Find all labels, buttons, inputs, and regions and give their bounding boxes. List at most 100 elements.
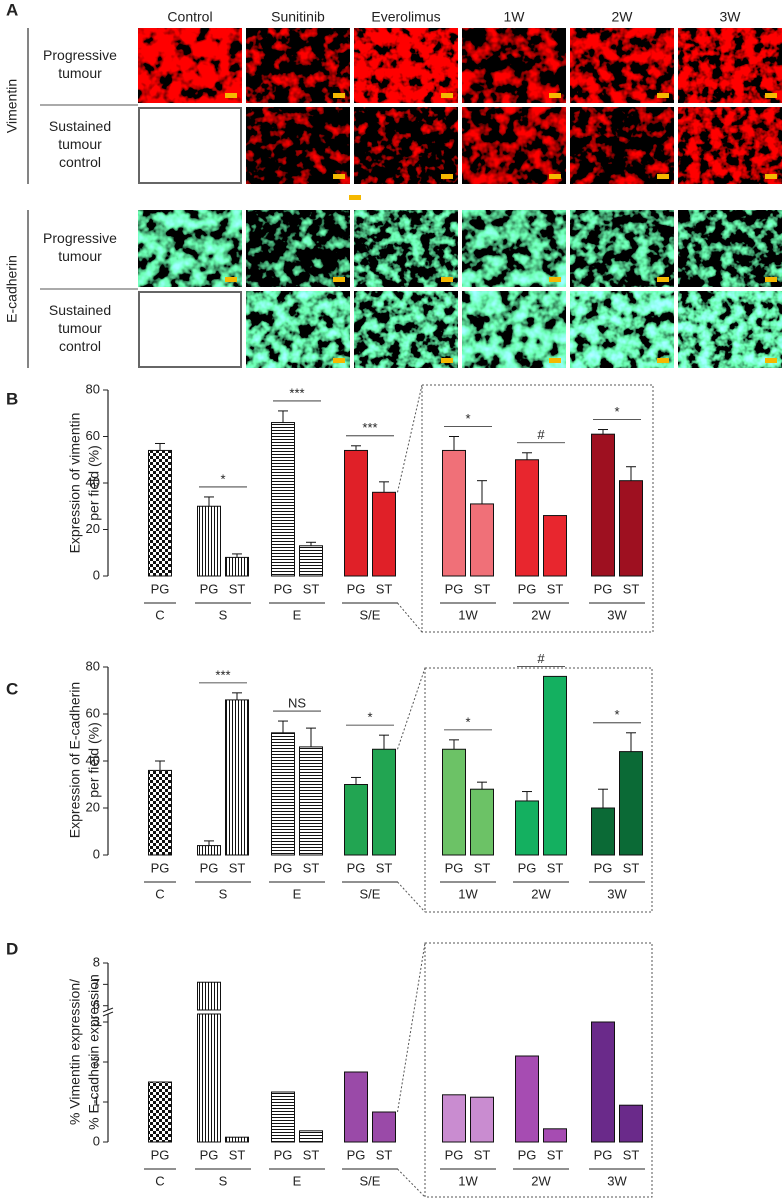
- y-tick-label: 1: [93, 1093, 100, 1108]
- scale-bar: [333, 358, 345, 363]
- micrograph-texture: [138, 210, 242, 287]
- bar-label: ST: [474, 581, 491, 596]
- panel-letter: D: [6, 939, 18, 958]
- micrograph-texture: [246, 291, 350, 368]
- bar-upper: [197, 981, 221, 1011]
- micrograph-texture: [246, 210, 350, 287]
- bar-label: PG: [200, 860, 219, 875]
- bar-label: PG: [151, 581, 170, 596]
- bar: [225, 699, 249, 856]
- scale-bar: [333, 277, 345, 282]
- micrograph-texture: [570, 107, 674, 184]
- bar: [470, 788, 494, 856]
- scale-bar: [441, 174, 453, 179]
- row-label: tumour: [58, 136, 102, 152]
- scale-bar: [441, 93, 453, 98]
- group-label: 3W: [607, 886, 627, 901]
- scale-bar: [441, 358, 453, 363]
- micrograph-texture: [246, 28, 350, 103]
- bar-label: PG: [151, 860, 170, 875]
- y-axis-label: per field (%): [86, 445, 102, 520]
- bar: [442, 1094, 466, 1143]
- significance-label: ***: [362, 420, 377, 435]
- scale-bar: [333, 174, 345, 179]
- scale-bar: [765, 174, 777, 179]
- bar: [197, 505, 221, 577]
- bar-label: ST: [376, 1147, 393, 1162]
- y-axis-label: Expression of E-cadherin: [67, 682, 83, 838]
- group-label: E: [293, 1173, 302, 1188]
- bar-label: ST: [547, 860, 564, 875]
- y-tick-label: 60: [86, 705, 100, 720]
- bar-label: PG: [347, 581, 366, 596]
- group-label: S/E: [360, 607, 381, 622]
- group-label: 3W: [607, 1173, 627, 1188]
- y-axis-label: % E-cadherin expression: [86, 974, 102, 1130]
- micrograph-texture: [354, 107, 458, 184]
- inset-box: [424, 942, 653, 1198]
- bar: [619, 480, 643, 577]
- y-axis-label: % Vimentin expression/: [67, 979, 83, 1125]
- bar-label: PG: [274, 581, 293, 596]
- bar: [225, 1136, 249, 1143]
- bar: [543, 675, 567, 856]
- column-header: 1W: [504, 9, 526, 25]
- bar: [299, 746, 323, 856]
- bar: [543, 1128, 567, 1143]
- y-tick-label: 0: [93, 846, 100, 861]
- inset-box: [424, 667, 653, 913]
- y-tick-label: 7: [93, 976, 100, 991]
- significance-label: *: [465, 411, 470, 426]
- scale-bar: [765, 277, 777, 282]
- bar: [591, 807, 615, 856]
- significance-label: *: [367, 710, 372, 725]
- significance-label: *: [614, 707, 619, 722]
- bar-label: PG: [445, 581, 464, 596]
- micrograph-texture: [462, 210, 566, 287]
- micrograph-texture: [354, 210, 458, 287]
- inset-connector: [397, 942, 426, 1113]
- axis-break: [102, 1007, 114, 1013]
- y-tick-label: 8: [93, 954, 100, 969]
- group-label: S: [219, 1173, 228, 1188]
- y-tick-label: 80: [86, 658, 100, 673]
- inset-connector: [397, 1168, 426, 1198]
- bar-label: PG: [594, 581, 613, 596]
- bar-label: PG: [518, 581, 537, 596]
- bar: [344, 1071, 368, 1143]
- column-header: 3W: [720, 9, 742, 25]
- y-tick-label: 2: [93, 1053, 100, 1068]
- bar: [442, 449, 466, 577]
- panel-letter: B: [6, 389, 18, 408]
- bar-label: PG: [274, 860, 293, 875]
- micrograph-texture: [570, 210, 674, 287]
- row-label: Sustained: [49, 118, 111, 134]
- inset-connector: [397, 667, 426, 750]
- row-label: tumour: [58, 320, 102, 336]
- inset-connector: [397, 881, 426, 913]
- panel-letter: C: [6, 679, 18, 698]
- significance-label: *: [465, 714, 470, 729]
- significance-label: ***: [289, 385, 304, 400]
- group-label: 2W: [531, 607, 551, 622]
- bar: [197, 845, 221, 856]
- bar-label: ST: [623, 581, 640, 596]
- bar-label: PG: [594, 860, 613, 875]
- micrograph-texture: [354, 291, 458, 368]
- y-tick-label: 20: [86, 799, 100, 814]
- y-tick-label: 20: [86, 521, 100, 536]
- y-tick-label: 80: [86, 381, 100, 396]
- micrograph-texture: [678, 28, 782, 103]
- group-label: E: [293, 607, 302, 622]
- scale-bar: [225, 93, 237, 98]
- bar-label: ST: [547, 581, 564, 596]
- micrograph-texture: [678, 210, 782, 287]
- significance-label: *: [220, 471, 225, 486]
- bar: [271, 1091, 295, 1143]
- scale-bar: [333, 93, 345, 98]
- bar: [470, 503, 494, 577]
- bar: [344, 784, 368, 856]
- marker-label: Vimentin: [4, 79, 20, 133]
- scale-bar: [549, 174, 561, 179]
- bar-label: ST: [474, 1147, 491, 1162]
